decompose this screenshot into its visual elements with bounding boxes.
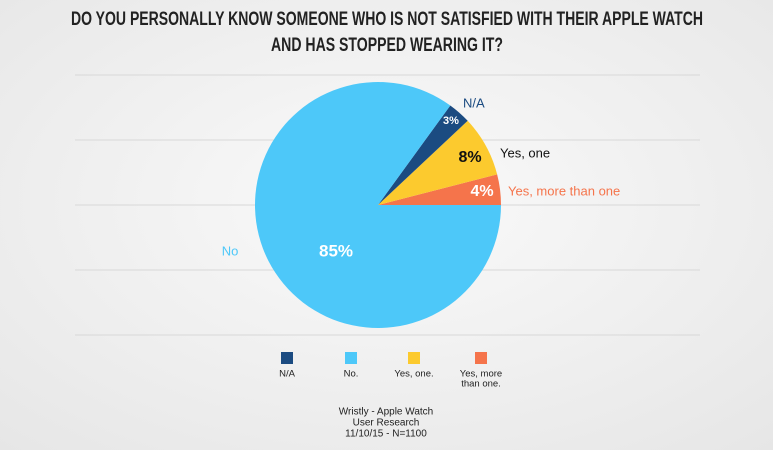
chart-title: AND HAS STOPPED WEARING IT?	[271, 35, 503, 56]
chart-title: DO YOU PERSONALLY KNOW SOMEONE WHO IS NO…	[71, 9, 703, 30]
legend-label: Yes, more	[460, 369, 502, 380]
value-label: 85%	[319, 241, 353, 260]
category-label: Yes, more than one	[508, 183, 620, 198]
legend-label: than one.	[461, 379, 501, 390]
value-label: 3%	[443, 115, 459, 127]
pie-slice	[378, 174, 501, 205]
pie-slice	[254, 82, 501, 329]
value-label: 4%	[470, 183, 493, 200]
legend-label: No.	[344, 369, 359, 380]
labels: N/A 3% No 85% Yes, one 8% Yes, more than one 4%	[222, 95, 621, 260]
source-line: Wristly - Apple Watch	[339, 407, 433, 418]
legend-swatch	[281, 352, 293, 364]
source-line: User Research	[353, 418, 420, 429]
category-label: Yes, one	[500, 145, 550, 160]
legend-label: N/A	[279, 369, 296, 380]
source-line: 11/10/15 - N=1100	[345, 429, 427, 440]
legend-swatch	[475, 352, 487, 364]
pie-slice	[378, 120, 498, 205]
legend-swatch	[408, 352, 420, 364]
legend-swatch	[345, 352, 357, 364]
pie	[254, 82, 501, 329]
legend-label: Yes, one.	[394, 369, 433, 380]
category-label: No	[222, 243, 239, 258]
category-label: N/A	[463, 95, 485, 110]
pie-slice	[378, 105, 468, 205]
value-label: 8%	[458, 149, 481, 166]
